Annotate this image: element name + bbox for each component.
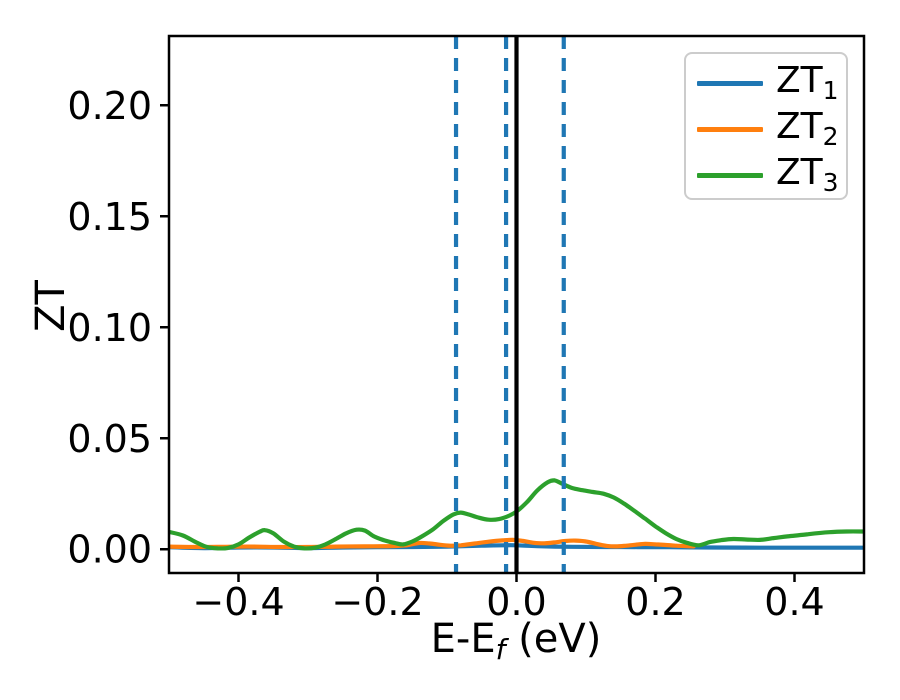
legend-entry-zt2: ZT2: [686, 106, 846, 152]
legend-line-sample-zt2: [697, 126, 763, 132]
x-tick-label: 0.2: [625, 580, 685, 624]
series-lines: [169, 478, 864, 551]
vertical-marker-lines: [453, 36, 566, 573]
legend-label-zt2: ZT2: [776, 106, 839, 151]
legend-label-zt3: ZT3: [776, 152, 839, 197]
y-tick-label: 0.20: [67, 84, 152, 128]
y-tick-label: 0.15: [67, 195, 152, 239]
axis-labels: ZT E-Ef (eV): [28, 280, 601, 666]
x-tick-label: 0.0: [486, 580, 546, 624]
y-tick-label: 0.10: [67, 306, 152, 350]
x-axis-label: E-Ef (eV): [431, 616, 602, 666]
legend-entry-zt3: ZT3: [686, 152, 846, 198]
y-axis-label: ZT: [28, 280, 74, 332]
legend-line-sample-zt3: [697, 172, 763, 178]
series-line-zt2: [169, 537, 696, 550]
x-tick-label: −0.2: [331, 580, 423, 624]
legend: ZT1 ZT2 ZT3: [684, 52, 848, 200]
legend-entry-zt1: ZT1: [686, 60, 846, 106]
axes-frame: [167, 34, 866, 575]
legend-label-zt1: ZT1: [776, 60, 839, 105]
x-tick-label: −0.4: [192, 580, 284, 624]
axes-spines: [167, 34, 866, 575]
legend-line-sample-zt1: [697, 80, 763, 86]
y-tick-label: 0.05: [67, 417, 152, 461]
y-tick-label: 0.00: [67, 528, 152, 572]
x-tick-label: 0.4: [764, 580, 824, 624]
series-line-zt3: [169, 478, 864, 551]
axis-ticks: −0.4 −0.2 0.0 0.2 0.4 0.00 0.05 0.10 0.15 0.20: [67, 84, 824, 624]
